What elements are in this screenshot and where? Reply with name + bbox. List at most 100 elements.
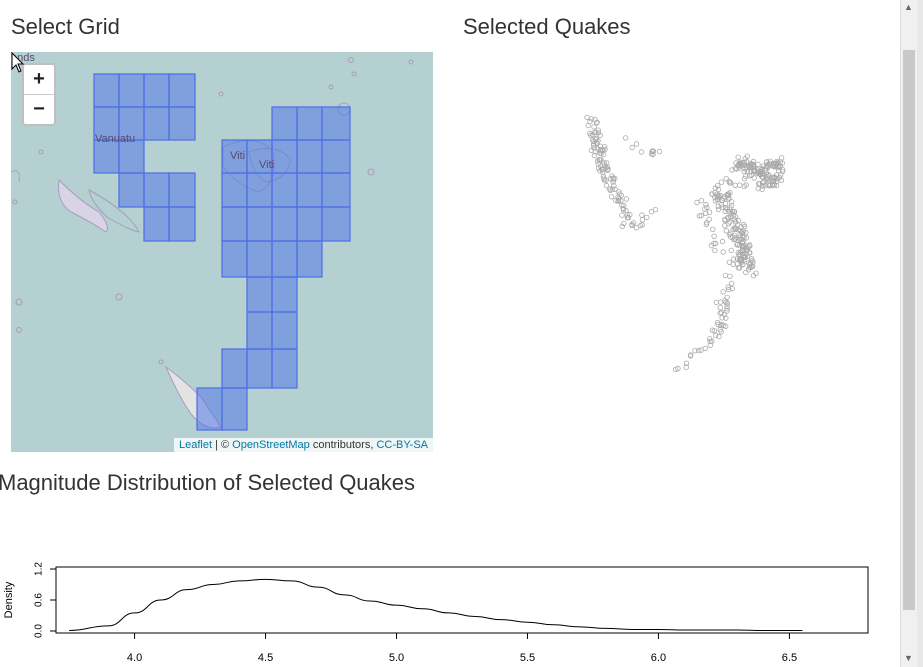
quake-point bbox=[633, 224, 640, 231]
quake-point bbox=[710, 226, 716, 232]
quake-point bbox=[749, 258, 755, 264]
quake-point bbox=[739, 261, 746, 268]
scrollbar-thumb[interactable] bbox=[903, 50, 915, 610]
map-attribution: Leaflet | © OpenStreetMap contributors, … bbox=[173, 438, 433, 452]
quake-point bbox=[621, 220, 627, 227]
quake-point bbox=[737, 228, 744, 234]
quake-point bbox=[730, 261, 736, 268]
quake-point bbox=[757, 168, 764, 175]
quake-point bbox=[603, 177, 609, 184]
quake-point bbox=[720, 195, 727, 201]
quake-point bbox=[741, 223, 748, 230]
zoom-in-button[interactable]: + bbox=[24, 65, 54, 95]
quake-point bbox=[692, 347, 698, 354]
quake-point bbox=[732, 226, 738, 232]
scroll-down-icon[interactable]: ▼ bbox=[904, 653, 913, 663]
quake-point bbox=[730, 256, 737, 262]
quake-point bbox=[610, 177, 617, 183]
grid-map[interactable]: ands Vanuatu Viti Viti + − Leaflet | © O… bbox=[11, 52, 433, 452]
quake-point bbox=[675, 365, 681, 372]
quake-point bbox=[728, 247, 734, 254]
quake-point bbox=[650, 148, 656, 154]
quake-point bbox=[778, 155, 785, 161]
quake-point bbox=[707, 338, 713, 344]
quake-point bbox=[728, 199, 735, 205]
quake-point bbox=[588, 147, 595, 154]
quake-point bbox=[731, 236, 737, 243]
quake-point bbox=[598, 163, 604, 169]
quake-point bbox=[719, 321, 725, 328]
quake-point bbox=[613, 197, 619, 204]
quake-point bbox=[748, 263, 755, 269]
quake-point bbox=[755, 161, 761, 168]
quake-point bbox=[778, 177, 785, 183]
quake-point bbox=[727, 273, 733, 279]
mouse-cursor-icon bbox=[11, 52, 25, 73]
quake-point bbox=[639, 217, 646, 223]
quake-point bbox=[709, 327, 716, 333]
quake-point bbox=[736, 182, 743, 188]
quake-point bbox=[725, 214, 731, 221]
quake-point bbox=[633, 141, 640, 147]
quake-point bbox=[741, 168, 747, 175]
quake-point bbox=[708, 242, 715, 249]
scroll-up-icon[interactable]: ▲ bbox=[904, 2, 913, 12]
quake-point bbox=[639, 212, 645, 218]
selected-quakes-heading: Selected Quakes bbox=[463, 14, 631, 39]
quake-point bbox=[597, 150, 603, 156]
quake-point bbox=[609, 186, 616, 192]
quake-point bbox=[735, 154, 741, 160]
quake-point bbox=[707, 336, 713, 342]
quake-point bbox=[604, 167, 611, 173]
quake-point bbox=[755, 185, 761, 192]
quake-point bbox=[594, 120, 600, 126]
leaflet-link[interactable]: Leaflet bbox=[178, 439, 212, 451]
selected-quakes-scatter bbox=[584, 114, 786, 373]
quake-point bbox=[727, 214, 734, 220]
quake-point bbox=[726, 204, 733, 211]
quake-point bbox=[706, 216, 712, 222]
quake-point bbox=[644, 214, 650, 221]
x-tick-label: 6.0 bbox=[651, 652, 666, 664]
quake-point bbox=[597, 132, 603, 139]
quake-point bbox=[717, 304, 723, 311]
quake-point bbox=[742, 254, 748, 260]
quake-point bbox=[611, 182, 617, 189]
quake-point bbox=[727, 180, 734, 186]
quake-point bbox=[741, 159, 747, 166]
page-scrollbar[interactable]: ▲ ▼ bbox=[900, 0, 917, 667]
zoom-out-button[interactable]: − bbox=[33, 98, 45, 120]
quake-point bbox=[599, 166, 605, 172]
density-line bbox=[69, 578, 803, 631]
quake-point bbox=[741, 175, 748, 182]
quake-point bbox=[718, 322, 724, 329]
quake-point bbox=[587, 118, 593, 125]
license-link[interactable]: CC-BY-SA bbox=[376, 439, 428, 451]
attribution-contributors: contributors, bbox=[309, 439, 377, 451]
quake-point bbox=[618, 192, 624, 198]
magnitude-density-chart: 4.0 4.5 5.0 5.5 6.0 6.5 0.0 0.6 1.2 Density bbox=[3, 562, 869, 664]
openstreetmap-link[interactable]: OpenStreetMap bbox=[232, 439, 310, 451]
quake-point bbox=[591, 124, 597, 130]
map-label-viti-levu: Viti bbox=[259, 159, 275, 171]
quake-point bbox=[712, 247, 718, 254]
quake-point bbox=[724, 294, 730, 301]
quake-point bbox=[748, 255, 755, 262]
quake-point bbox=[687, 353, 694, 359]
quake-point bbox=[709, 191, 715, 197]
quake-point bbox=[695, 347, 702, 354]
quake-point bbox=[763, 159, 770, 165]
x-tick-label: 5.5 bbox=[520, 652, 535, 664]
quake-point bbox=[590, 141, 597, 147]
quake-point bbox=[591, 152, 598, 159]
quake-point bbox=[624, 212, 630, 218]
quake-point bbox=[703, 201, 709, 208]
quake-point bbox=[743, 269, 749, 276]
quake-point bbox=[732, 182, 738, 188]
quake-point bbox=[720, 289, 726, 295]
quake-point bbox=[743, 182, 749, 188]
quake-point bbox=[722, 216, 728, 223]
quake-point bbox=[739, 239, 745, 245]
quake-point bbox=[734, 242, 740, 248]
quake-point bbox=[714, 191, 721, 197]
